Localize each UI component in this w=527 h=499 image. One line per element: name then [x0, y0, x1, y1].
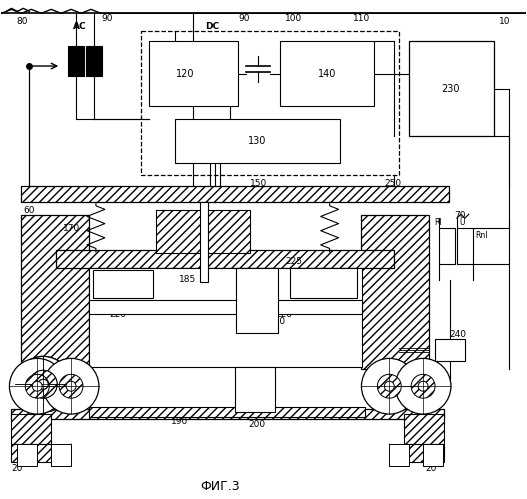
Text: 20: 20: [425, 464, 436, 473]
Text: U: U: [459, 218, 464, 227]
Bar: [22, 186, 449, 202]
Circle shape: [15, 356, 71, 412]
Circle shape: [32, 381, 42, 391]
Circle shape: [25, 374, 49, 398]
Text: ФИГ.3: ФИГ.3: [200, 480, 240, 493]
Text: 60: 60: [23, 206, 35, 215]
Text: 10: 10: [499, 17, 510, 26]
Bar: [409, 41, 494, 136]
Bar: [362, 215, 429, 369]
Bar: [435, 339, 465, 361]
Circle shape: [9, 358, 65, 414]
Text: 70: 70: [454, 211, 465, 220]
Text: 20': 20': [12, 464, 25, 473]
Bar: [149, 41, 238, 106]
Circle shape: [38, 379, 48, 389]
Text: 240: 240: [449, 330, 466, 339]
Circle shape: [411, 374, 435, 398]
Text: 190: 190: [171, 417, 188, 426]
Bar: [404, 444, 444, 462]
Bar: [68, 46, 84, 76]
Text: RI: RI: [434, 218, 442, 227]
Bar: [89, 407, 365, 417]
Bar: [89, 268, 363, 367]
Bar: [155, 210, 250, 253]
Circle shape: [395, 358, 451, 414]
Text: 185: 185: [179, 275, 196, 284]
Bar: [404, 414, 444, 444]
Text: 90: 90: [238, 14, 250, 23]
Text: 80: 80: [16, 17, 28, 26]
Bar: [51, 444, 71, 466]
Bar: [12, 414, 51, 444]
Bar: [141, 31, 399, 176]
Circle shape: [377, 374, 401, 398]
Bar: [235, 367, 275, 412]
Text: 130: 130: [248, 136, 266, 146]
Circle shape: [66, 381, 76, 391]
Bar: [56, 250, 394, 268]
Circle shape: [59, 374, 83, 398]
Text: 120: 120: [176, 69, 194, 79]
Bar: [93, 270, 153, 298]
Bar: [439, 228, 455, 264]
Text: 220: 220: [275, 310, 292, 319]
Bar: [457, 228, 473, 264]
Bar: [22, 215, 89, 369]
Bar: [86, 46, 102, 76]
Bar: [12, 409, 444, 419]
Text: RnI: RnI: [475, 231, 487, 240]
Text: 90: 90: [101, 14, 112, 23]
Bar: [89, 300, 363, 314]
Text: 250: 250: [384, 179, 402, 188]
Text: 100: 100: [285, 14, 302, 23]
Text: DC: DC: [206, 22, 219, 31]
Text: 150: 150: [250, 179, 267, 188]
Text: 210: 210: [268, 317, 285, 326]
Bar: [280, 41, 374, 106]
Circle shape: [43, 358, 99, 414]
Bar: [200, 202, 208, 282]
Text: 230: 230: [442, 84, 460, 94]
Bar: [290, 268, 357, 298]
Text: 170: 170: [63, 224, 81, 233]
Text: AC: AC: [73, 22, 86, 31]
Text: 200: 200: [248, 420, 265, 429]
Bar: [236, 268, 278, 332]
Circle shape: [30, 370, 57, 398]
Circle shape: [38, 379, 48, 389]
Bar: [423, 444, 443, 466]
Circle shape: [384, 381, 394, 391]
Bar: [12, 444, 51, 462]
Text: 220: 220: [109, 310, 126, 319]
Text: 225: 225: [285, 257, 302, 266]
Bar: [389, 444, 409, 466]
Circle shape: [362, 358, 417, 414]
Bar: [17, 444, 37, 466]
Text: 160: 160: [175, 236, 193, 245]
Circle shape: [418, 381, 428, 391]
Circle shape: [30, 370, 57, 398]
Text: 140: 140: [317, 69, 336, 79]
Circle shape: [15, 356, 71, 412]
Bar: [175, 119, 339, 164]
Text: 110: 110: [353, 14, 370, 23]
Text: 180: 180: [97, 278, 113, 287]
